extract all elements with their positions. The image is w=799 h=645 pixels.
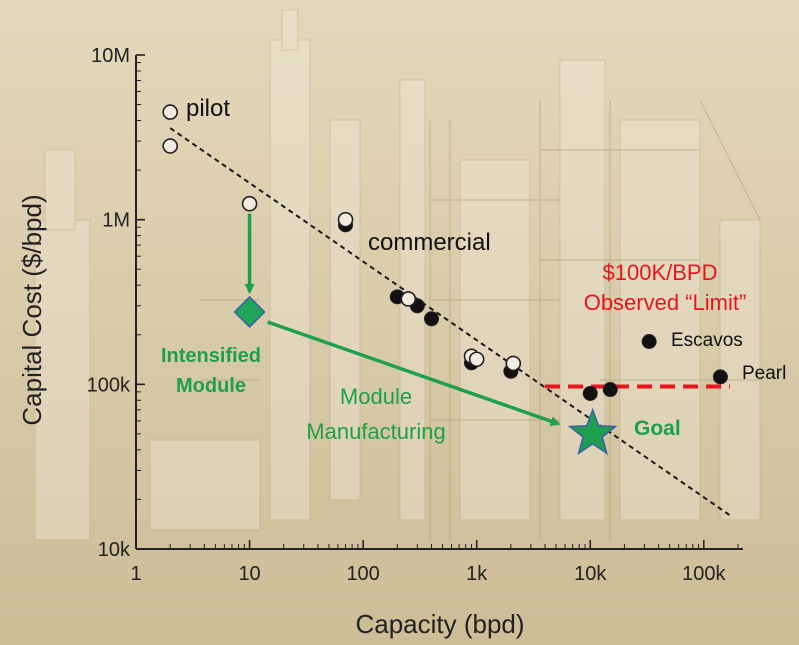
overlay-layer — [233, 213, 618, 456]
axes: 1 10 100 1k 10k 100k 10k 100k 1M 10M — [87, 45, 743, 585]
y-tick-label: 10k — [98, 539, 131, 561]
data-point-filled — [582, 385, 598, 401]
data-point-filled — [712, 369, 728, 385]
intensified-label-line2: Module — [176, 375, 246, 397]
x-tick-label: 10 — [238, 563, 260, 585]
data-point-open — [162, 138, 178, 154]
manufacturing-label-line2: Manufacturing — [306, 419, 445, 444]
x-tick-label: 100 — [346, 563, 379, 585]
trendline-layer — [169, 127, 731, 517]
goal-star-marker — [567, 407, 618, 456]
limit-label-line1: $100K/BPD — [603, 260, 718, 285]
x-axis-label: Capacity (bpd) — [355, 609, 524, 639]
y-tick-label: 100k — [87, 374, 131, 396]
x-tick-label: 100k — [682, 563, 726, 585]
refinery-structure-lines — [200, 99, 761, 540]
data-point-open — [162, 104, 178, 120]
pearl-label: Pearl — [742, 363, 786, 384]
x-tick-label: 10k — [574, 563, 607, 585]
data-point-filled — [641, 334, 657, 350]
data-point-open — [337, 211, 354, 228]
data-point-open — [241, 195, 258, 212]
refinery-background-image — [34, 9, 761, 541]
trendline — [169, 127, 731, 517]
escavos-label: Escavos — [671, 330, 743, 351]
data-point-open — [505, 355, 522, 372]
pilot-label: pilot — [186, 95, 230, 122]
data-point-open — [400, 291, 417, 307]
x-tick-label: 1k — [466, 563, 488, 585]
data-points — [162, 104, 728, 401]
intensified-module-marker — [233, 295, 266, 329]
commercial-label: commercial — [368, 229, 491, 256]
x-tick-label: 1 — [130, 563, 141, 585]
y-axis-label: Capital Cost ($/bpd) — [17, 194, 47, 425]
intensified-label-line1: Intensified — [161, 345, 261, 367]
manufacturing-arrow — [266, 320, 561, 426]
y-tick-label: 10M — [91, 45, 130, 67]
limit-label-line2: Observed “Limit” — [584, 290, 747, 315]
goal-label: Goal — [634, 417, 681, 440]
data-point-filled — [602, 382, 618, 398]
y-tick-label: 1M — [102, 210, 130, 232]
data-point-open — [468, 351, 485, 368]
data-point-filled — [423, 311, 439, 327]
manufacturing-label-line1: Module — [340, 384, 412, 409]
